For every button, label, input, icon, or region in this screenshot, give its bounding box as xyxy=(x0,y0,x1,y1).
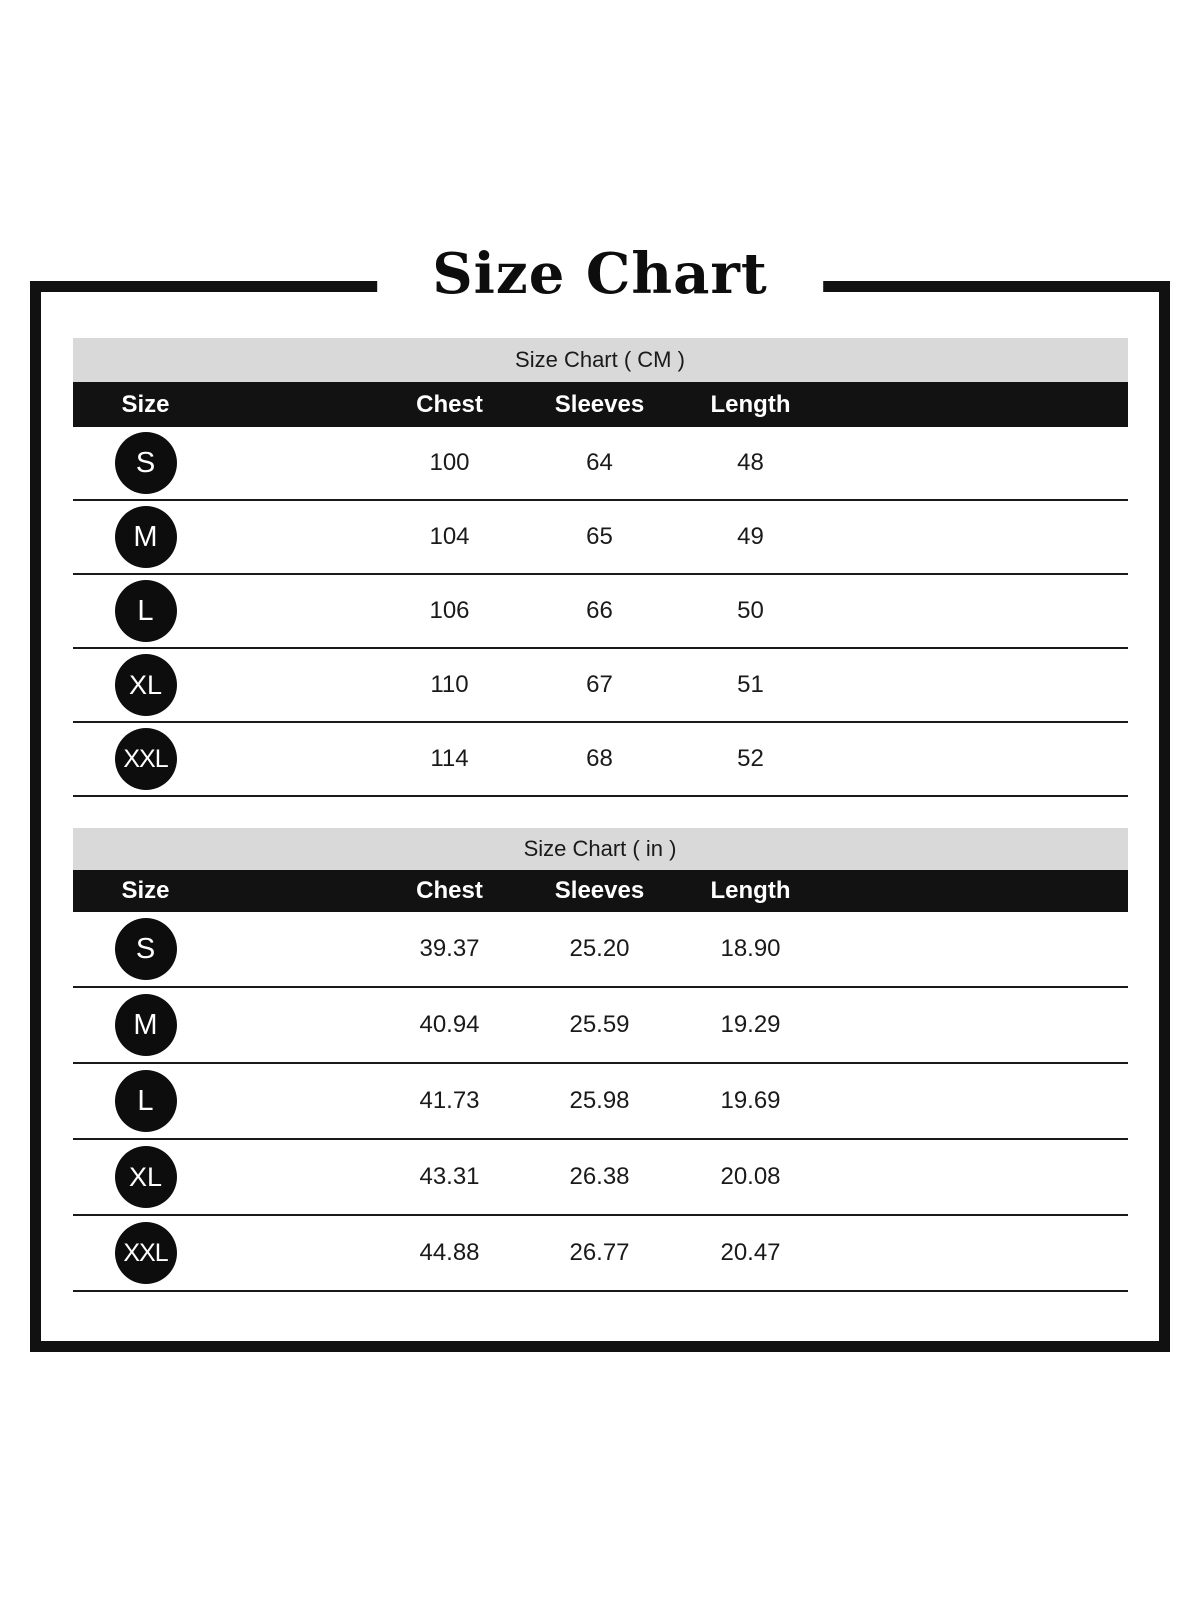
table-row: M 40.94 25.59 19.29 xyxy=(72,988,1128,1064)
chest-value: 43.31 xyxy=(419,1163,480,1190)
size-cell: L xyxy=(73,580,219,642)
column-header-length: Length xyxy=(710,390,791,418)
page-title: Size Chart xyxy=(377,245,823,303)
size-cell: XXL xyxy=(73,1222,219,1284)
length-value: 19.69 xyxy=(720,1087,781,1114)
length-value: 20.08 xyxy=(720,1163,781,1190)
sleeves-value: 25.20 xyxy=(569,935,630,962)
column-header-sleeves: Sleeves xyxy=(554,390,645,418)
table-row: M 104 65 49 xyxy=(72,501,1128,575)
size-cell: S xyxy=(73,918,219,980)
column-header-size: Size xyxy=(121,877,170,904)
chest-value: 100 xyxy=(429,449,470,476)
length-value: 18.90 xyxy=(720,935,781,962)
length-value: 51 xyxy=(737,671,764,698)
table-header-row: Size Chest Sleeves Length xyxy=(72,382,1128,427)
length-value: 19.29 xyxy=(720,1011,781,1038)
size-badge: XXL xyxy=(114,728,177,790)
chest-value: 39.37 xyxy=(419,935,480,962)
chest-value: 41.73 xyxy=(419,1087,480,1114)
size-chart-frame: Size Chart Size Chart ( CM ) Size Chest … xyxy=(30,245,1170,1352)
table-row: S 39.37 25.20 18.90 xyxy=(72,912,1128,988)
table-title-cm: Size Chart ( CM ) xyxy=(72,338,1128,382)
column-header-length: Length xyxy=(710,877,791,904)
size-badge: XXL xyxy=(114,1222,177,1284)
table-row: L 106 66 50 xyxy=(72,575,1128,649)
size-badge: M xyxy=(114,506,177,568)
table-header-row: Size Chest Sleeves Length xyxy=(72,870,1128,912)
length-value: 48 xyxy=(737,449,764,476)
size-badge: XL xyxy=(114,1146,177,1208)
chest-value: 40.94 xyxy=(419,1011,480,1038)
table-row: XXL 114 68 52 xyxy=(72,723,1128,797)
size-cell: XL xyxy=(73,654,219,716)
length-value: 20.47 xyxy=(720,1239,781,1266)
chest-value: 106 xyxy=(429,597,470,624)
size-table-in: Size Chart ( in ) Size Chest Sleeves Len… xyxy=(72,828,1128,1292)
sleeves-value: 25.59 xyxy=(569,1011,630,1038)
table-body-cm: S 100 64 48 M 104 65 49 L 106 66 50 XL 1… xyxy=(72,427,1128,797)
chest-value: 110 xyxy=(430,671,469,698)
sleeves-value: 67 xyxy=(586,671,613,698)
size-cell: M xyxy=(73,506,219,568)
size-table-cm: Size Chart ( CM ) Size Chest Sleeves Len… xyxy=(72,338,1128,797)
column-header-chest: Chest xyxy=(416,877,483,904)
sleeves-value: 26.38 xyxy=(569,1163,630,1190)
chest-value: 104 xyxy=(429,523,470,550)
chest-value: 114 xyxy=(430,745,469,772)
size-badge: L xyxy=(114,1070,177,1132)
table-row: XL 43.31 26.38 20.08 xyxy=(72,1140,1128,1216)
table-row: L 41.73 25.98 19.69 xyxy=(72,1064,1128,1140)
column-header-chest: Chest xyxy=(416,390,483,418)
sleeves-value: 25.98 xyxy=(569,1087,630,1114)
table-row: XL 110 67 51 xyxy=(72,649,1128,723)
size-cell: XL xyxy=(73,1146,219,1208)
size-cell: L xyxy=(73,1070,219,1132)
column-header-size: Size xyxy=(121,390,170,418)
table-row: S 100 64 48 xyxy=(72,427,1128,501)
table-title-in: Size Chart ( in ) xyxy=(72,828,1128,870)
size-badge: L xyxy=(114,580,177,642)
length-value: 50 xyxy=(737,597,764,624)
size-badge: S xyxy=(114,918,177,980)
size-cell: XXL xyxy=(73,728,219,790)
sleeves-value: 64 xyxy=(586,449,613,476)
chest-value: 44.88 xyxy=(419,1239,480,1266)
size-cell: S xyxy=(73,432,219,494)
length-value: 52 xyxy=(737,745,764,772)
sleeves-value: 68 xyxy=(586,745,613,772)
length-value: 49 xyxy=(737,523,764,550)
table-body-in: S 39.37 25.20 18.90 M 40.94 25.59 19.29 … xyxy=(72,912,1128,1292)
sleeves-value: 65 xyxy=(586,523,613,550)
table-row: XXL 44.88 26.77 20.47 xyxy=(72,1216,1128,1292)
column-header-sleeves: Sleeves xyxy=(554,877,645,904)
sleeves-value: 26.77 xyxy=(569,1239,630,1266)
size-badge: M xyxy=(114,994,177,1056)
sleeves-value: 66 xyxy=(586,597,613,624)
size-badge: S xyxy=(114,432,177,494)
size-cell: M xyxy=(73,994,219,1056)
size-badge: XL xyxy=(114,654,177,716)
